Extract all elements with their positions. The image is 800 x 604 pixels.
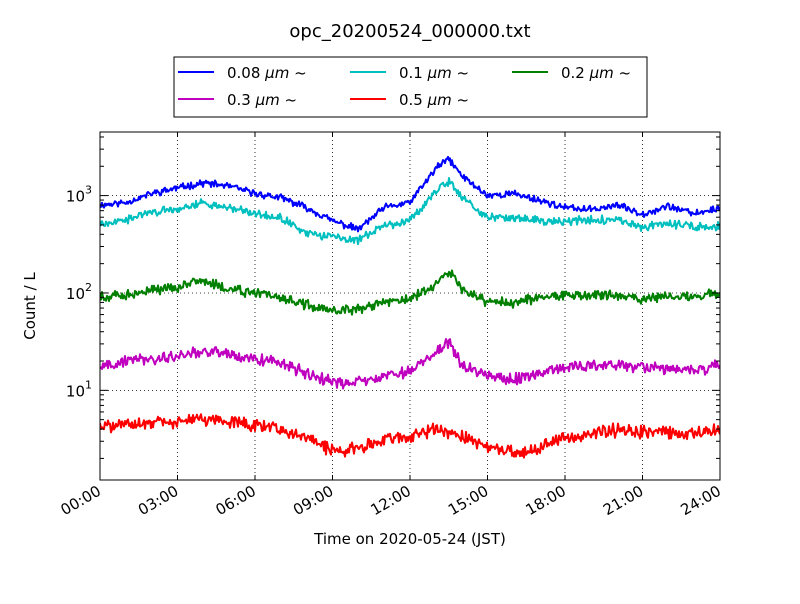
y-tick-label: 101 xyxy=(66,378,92,400)
legend-label-4: 0.5 μm ~ xyxy=(399,91,469,109)
legend-label-1: 0.1 μm ~ xyxy=(399,64,469,82)
y-tick-label: 102 xyxy=(66,281,92,303)
legend-label-tilde: ~ xyxy=(452,64,469,82)
legend-label-unit: μm xyxy=(264,64,289,82)
y-tick-base: 10 xyxy=(66,285,85,303)
legend-label-unit: μm xyxy=(427,91,452,109)
series-line-1 xyxy=(100,176,720,246)
chart-title: opc_20200524_000000.txt xyxy=(289,21,530,42)
y-tick-label: 103 xyxy=(66,184,92,206)
y-tick-exponent: 2 xyxy=(85,281,92,294)
axis-ticks xyxy=(99,132,721,480)
y-tick-exponent: 1 xyxy=(85,378,92,391)
legend-label-size: 0.3 xyxy=(227,91,256,109)
series-line-0 xyxy=(100,155,720,233)
legend-label-0: 0.08 μm ~ xyxy=(227,64,307,82)
y-tick-exponent: 3 xyxy=(85,184,92,197)
legend-label-tilde: ~ xyxy=(614,64,631,82)
legend-frame xyxy=(173,56,648,118)
series-line-4 xyxy=(100,413,720,459)
y-tick-base: 10 xyxy=(66,188,85,206)
y-axis-label: Count / L xyxy=(21,272,39,340)
legend-label-unit: μm xyxy=(589,64,614,82)
x-axis-label: Time on 2020-05-24 (JST) xyxy=(313,530,506,548)
legend-label-3: 0.3 μm ~ xyxy=(227,91,297,109)
legend-label-unit: μm xyxy=(255,91,280,109)
legend-label-tilde: ~ xyxy=(289,64,306,82)
legend-label-2: 0.2 μm ~ xyxy=(561,64,631,82)
legend-label-size: 0.08 xyxy=(227,64,265,82)
legend-label-size: 0.2 xyxy=(561,64,590,82)
legend-label-size: 0.1 xyxy=(399,64,428,82)
legend-label-tilde: ~ xyxy=(452,91,469,109)
legend-label-tilde: ~ xyxy=(280,91,297,109)
series-line-3 xyxy=(100,338,720,390)
legend: 0.08 μm ~0.1 μm ~0.2 μm ~0.3 μm ~0.5 μm … xyxy=(173,56,648,118)
y-tick-base: 10 xyxy=(66,382,85,400)
legend-label-size: 0.5 xyxy=(399,91,428,109)
series-line-2 xyxy=(100,269,720,316)
plot-lines xyxy=(100,155,720,459)
legend-label-unit: μm xyxy=(427,64,452,82)
